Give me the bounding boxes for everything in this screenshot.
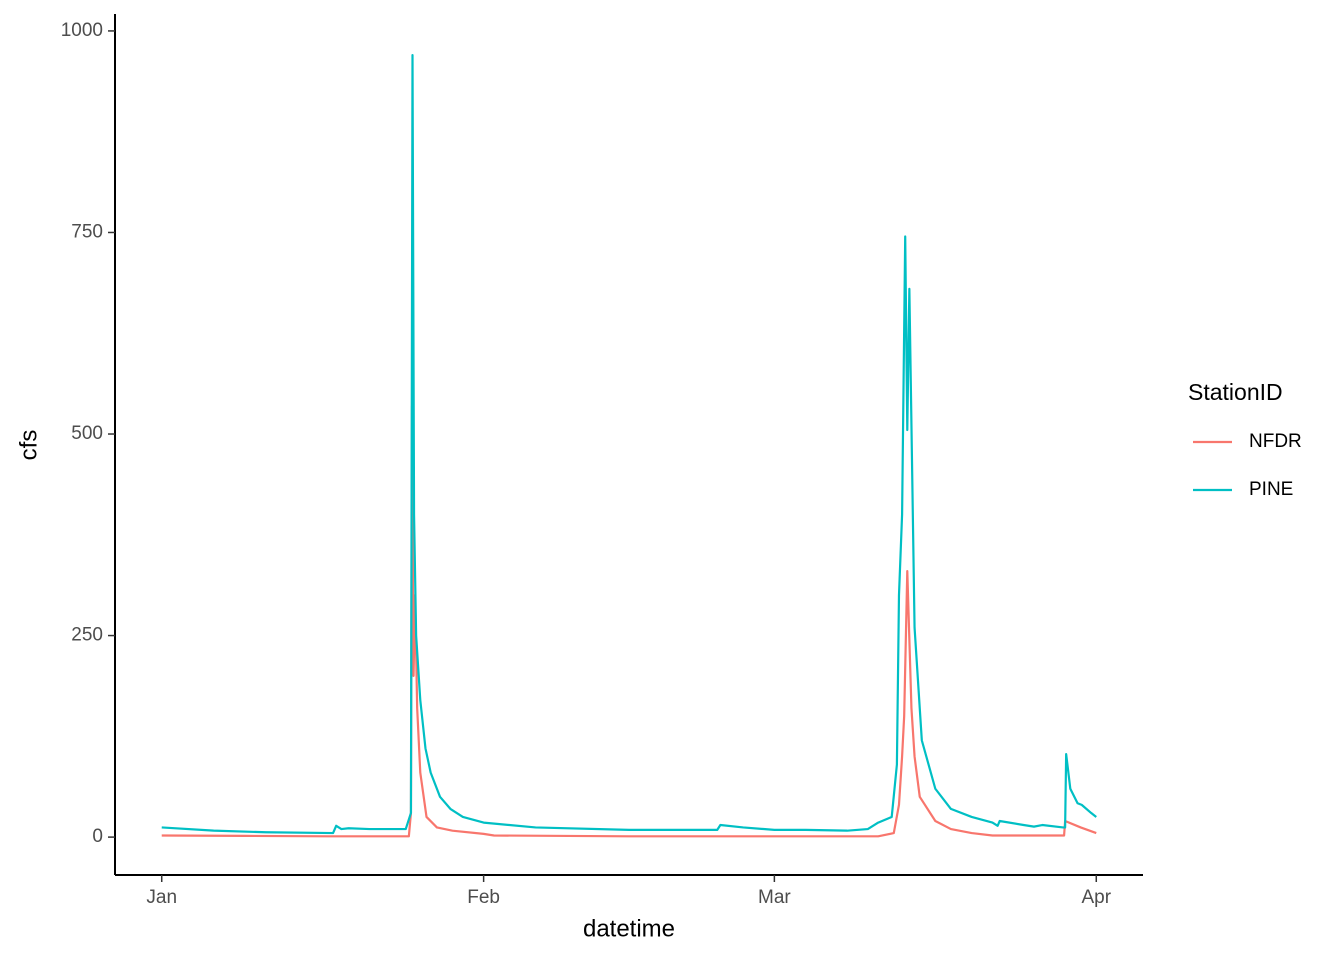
y-axis-title: cfs — [15, 430, 42, 461]
y-tick-label: 500 — [71, 423, 103, 444]
x-tick-label: Apr — [1081, 887, 1111, 908]
y-tick-label: 1000 — [61, 20, 103, 41]
x-tick-label: Jan — [146, 887, 177, 908]
y-tick-label: 250 — [71, 625, 103, 646]
legend-label: PINE — [1249, 479, 1293, 500]
series-line — [161, 54, 1097, 835]
x-tick-label: Mar — [758, 887, 791, 908]
y-tick-label: 0 — [92, 826, 103, 847]
legend-title: StationID — [1188, 379, 1283, 405]
series-line — [161, 404, 1097, 838]
y-tick-label: 750 — [71, 221, 103, 242]
x-axis-title: datetime — [583, 915, 675, 942]
x-tick-label: Feb — [467, 887, 500, 908]
legend-label: NFDR — [1249, 431, 1302, 452]
